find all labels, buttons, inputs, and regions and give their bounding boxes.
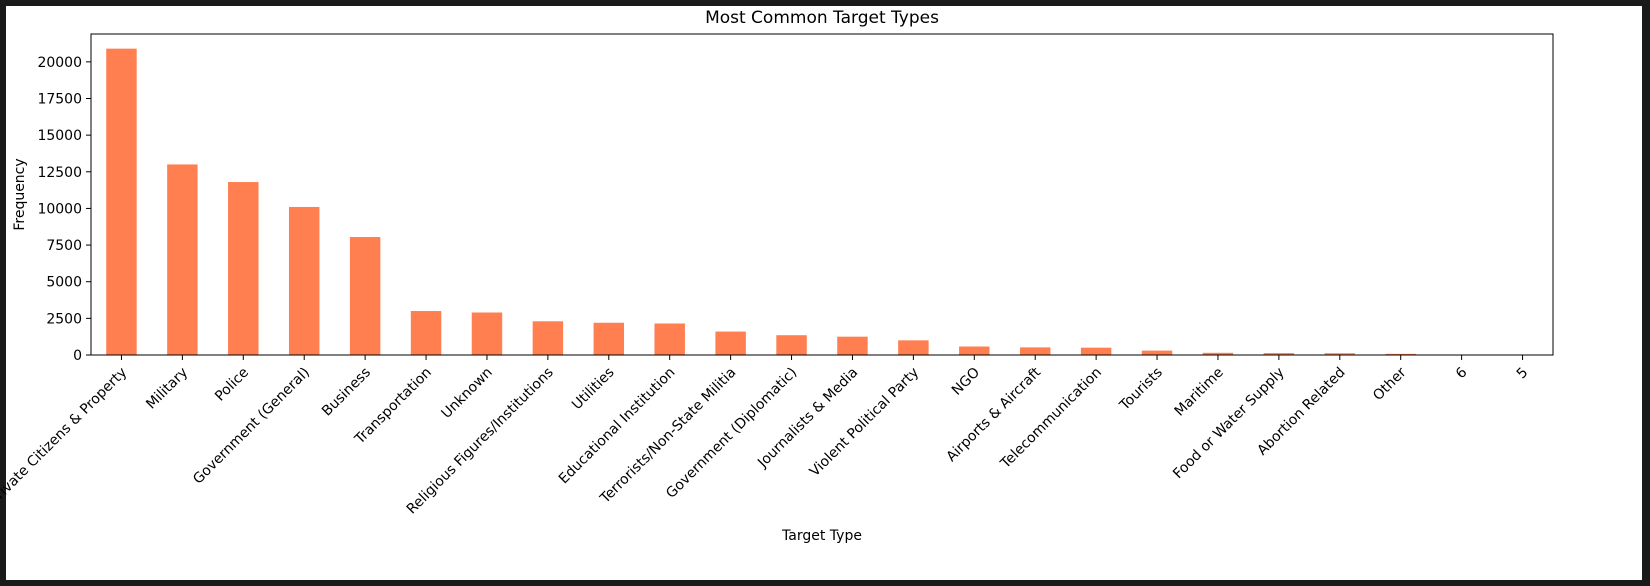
bar-1 [106, 48, 137, 356]
y-axis-label: Frequency [12, 158, 28, 230]
bar-19 [1202, 352, 1234, 355]
y-tick-label: 2500 [46, 311, 82, 327]
bar-10 [654, 323, 685, 355]
y-tick-label: 7500 [46, 238, 82, 254]
y-tick-label: 0 [73, 348, 82, 364]
bar-6 [410, 311, 442, 355]
y-tick-label: 5000 [46, 275, 82, 291]
bar-7 [471, 312, 503, 355]
figure-background [6, 6, 1642, 580]
x-axis-label: Target Type [781, 528, 862, 544]
bar-18 [1141, 350, 1173, 355]
bars-layer [106, 48, 1538, 356]
y-tick-label: 15000 [37, 128, 82, 144]
bar-4 [288, 206, 320, 355]
bar-8 [532, 321, 564, 355]
bar-17 [1080, 347, 1112, 355]
bar-11 [715, 331, 746, 355]
bar-22 [1385, 353, 1416, 355]
bar-2 [167, 164, 198, 355]
bar-12 [776, 335, 807, 355]
bar-5 [349, 237, 381, 355]
bar-15 [959, 346, 990, 355]
y-tick-label: 10000 [37, 201, 82, 217]
y-tick-label: 12500 [37, 165, 82, 181]
y-tick-label: 17500 [37, 91, 82, 107]
y-axis: 0 2500 5000 7500 10000 12500 15000 17500 20000 [37, 55, 91, 364]
bar-14 [898, 340, 929, 355]
bar-21 [1324, 353, 1356, 355]
chart-title: Most Common Target Types [705, 8, 939, 28]
bar-13 [837, 336, 868, 355]
bar-9 [593, 322, 625, 355]
bar-20 [1263, 353, 1295, 355]
bar-3 [228, 182, 259, 355]
bar-16 [1019, 347, 1051, 355]
plot-frame [90, 33, 1554, 356]
y-tick-label: 20000 [37, 55, 82, 71]
